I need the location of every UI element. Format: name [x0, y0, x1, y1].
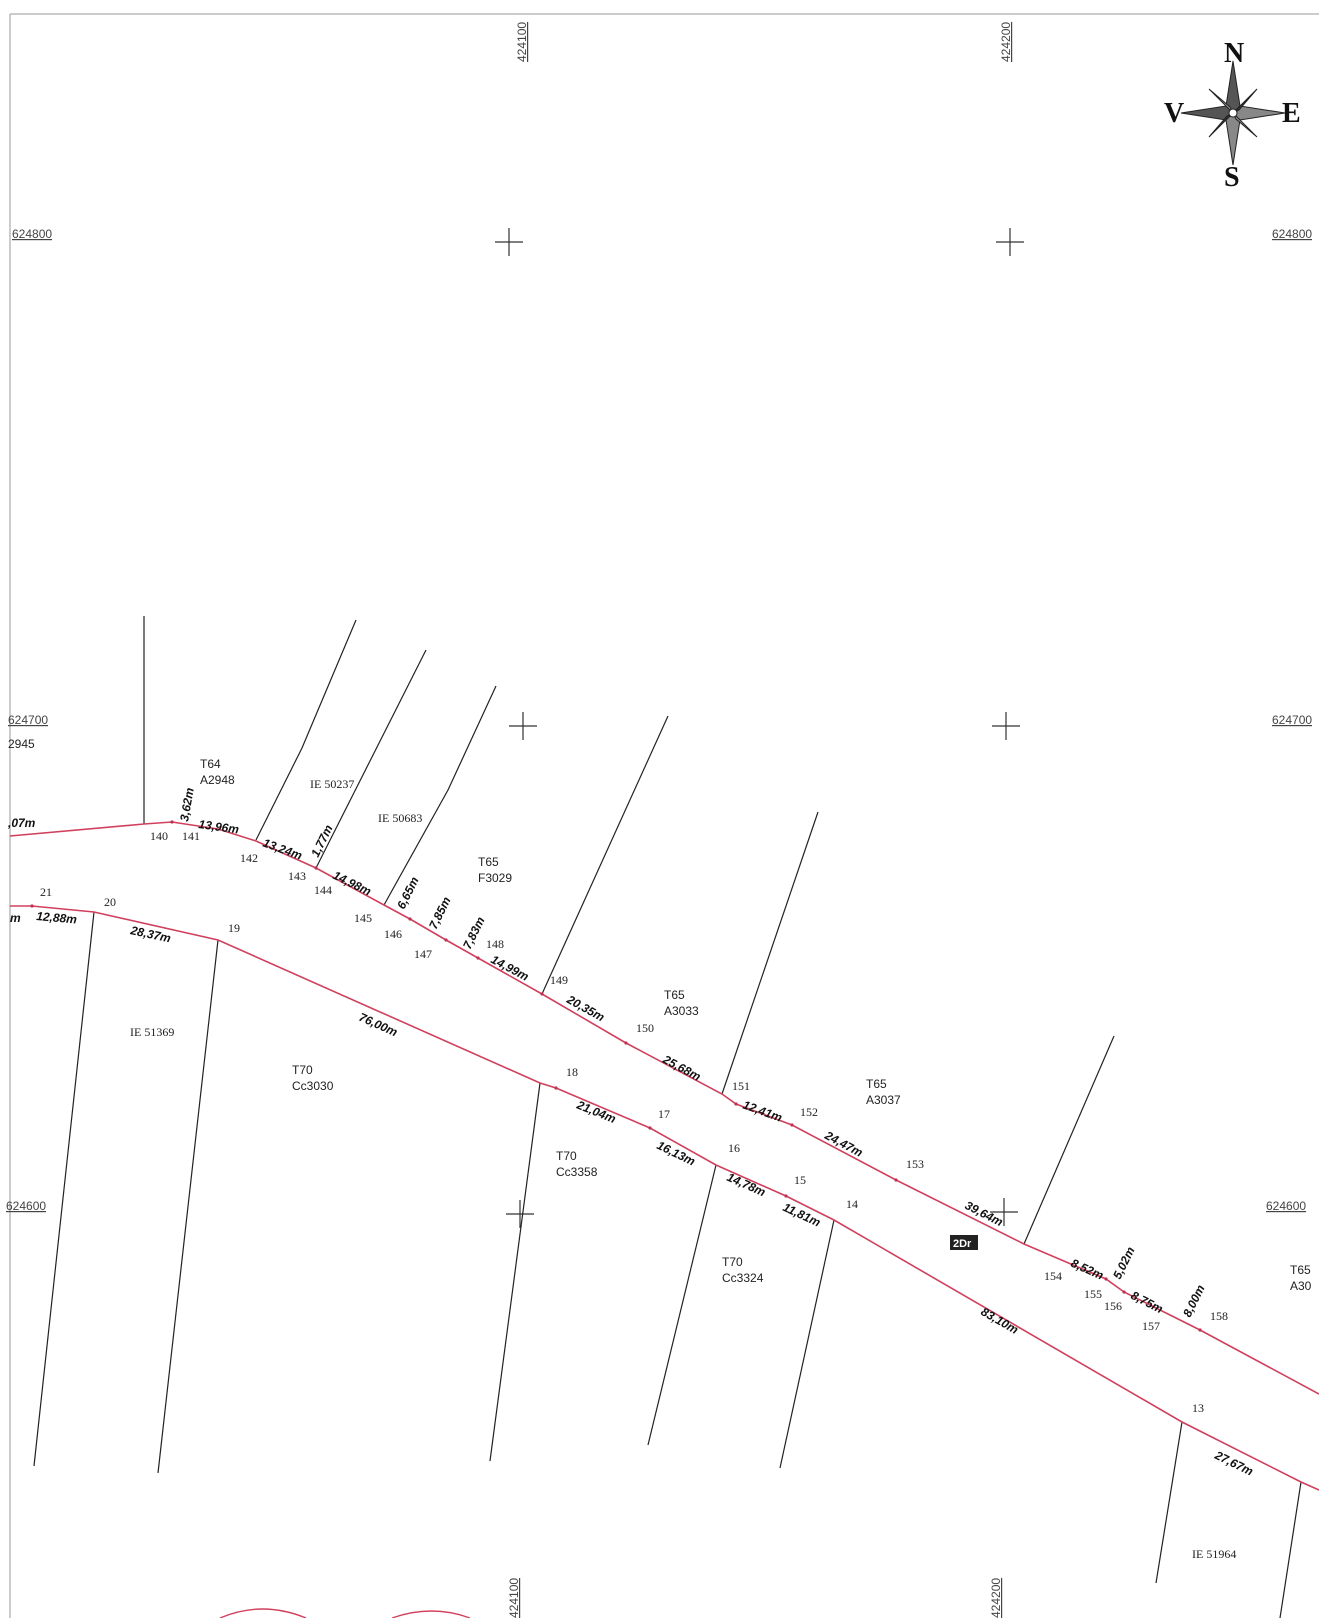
easting-label-top-1: 424100	[515, 22, 529, 62]
easting-label-bottom-1: 424100	[507, 1578, 521, 1618]
point-id: 15	[794, 1173, 806, 1187]
parcel-label: T65	[478, 855, 499, 869]
segment-length: 83,10m	[979, 1304, 1022, 1337]
parcel-label: IE 51964	[1192, 1547, 1236, 1561]
parcel-label: Cc3324	[722, 1271, 764, 1285]
point-id: 145	[354, 911, 372, 925]
segment-length: 1,77m	[308, 822, 336, 859]
edge-fragment-m: m	[10, 911, 21, 925]
compass-south: S	[1224, 162, 1240, 193]
parcel-label: Cc3030	[292, 1079, 334, 1093]
point-id: 13	[1192, 1401, 1204, 1415]
parcel-label: T65	[866, 1077, 887, 1091]
point-id: 14	[846, 1197, 858, 1211]
segment-length: 12,88m	[36, 909, 78, 927]
segment-length: 21,04m	[574, 1097, 618, 1126]
easting-label-bottom-2: 424200	[989, 1578, 1003, 1618]
segment-length: 8,75m	[1129, 1288, 1166, 1316]
segment-length: 7,85m	[426, 894, 454, 931]
point-id: 144	[314, 883, 332, 897]
northing-label-left-2: 624700	[8, 713, 48, 727]
segment-length: 27,67m	[1212, 1448, 1256, 1479]
compass-north: N	[1224, 38, 1244, 69]
point-id: 152	[800, 1105, 818, 1119]
parcel-label: Cc3358	[556, 1165, 598, 1179]
parcel-label: T70	[722, 1255, 743, 1269]
point-id: 151	[732, 1079, 750, 1093]
point-id: 155	[1084, 1287, 1102, 1301]
northing-label-left-3: 624600	[6, 1199, 46, 1213]
parcel-label: IE 50683	[378, 811, 422, 825]
point-id: 16	[728, 1141, 740, 1155]
point-id: 148	[486, 937, 504, 951]
northing-label-right-1: 624800	[1272, 227, 1312, 241]
survey-point-labels: 140 141 142 143 144 145 146 147 148 149 …	[40, 829, 1228, 1415]
point-id: 154	[1044, 1269, 1062, 1283]
road-label-box	[950, 1235, 978, 1250]
parcel-label: IE 50237	[310, 777, 354, 791]
point-id: 19	[228, 921, 240, 935]
parcel-label: T70	[556, 1149, 577, 1163]
parcel-label: T65	[1290, 1263, 1311, 1277]
parcel-label: T65	[664, 988, 685, 1002]
grid-crosses	[495, 228, 1024, 1228]
point-id: 143	[288, 869, 306, 883]
compass-rose: N S V E	[1164, 38, 1301, 193]
point-id: 141	[182, 829, 200, 843]
point-id: 21	[40, 885, 52, 899]
point-id: 150	[636, 1021, 654, 1035]
segment-length: 5,02m	[1110, 1244, 1138, 1281]
segment-length: 25,68m	[660, 1052, 704, 1084]
point-id: 156	[1104, 1299, 1122, 1313]
parcel-label: A2948	[200, 773, 235, 787]
parcel-label: IE 51369	[130, 1025, 174, 1039]
road-north-edge	[9, 821, 1319, 1395]
northing-label-right-3: 624600	[1266, 1199, 1306, 1213]
compass-star-icon	[1180, 60, 1286, 166]
compass-east: E	[1282, 98, 1301, 129]
point-id: 147	[414, 947, 432, 961]
point-id: 140	[150, 829, 168, 843]
point-id: 146	[384, 927, 402, 941]
bottom-partial-shapes	[219, 1608, 471, 1618]
point-id: 18	[566, 1065, 578, 1079]
road-boundaries	[9, 821, 1319, 1491]
parcel-label: A3037	[866, 1093, 901, 1107]
segment-length: 13,96m	[198, 817, 241, 837]
parcel-boundaries	[33, 616, 1302, 1618]
segment-length: 12,41m	[741, 1098, 784, 1125]
parcel-label: A3033	[664, 1004, 699, 1018]
point-id: 20	[104, 895, 116, 909]
segment-length: 8,00m	[1180, 1282, 1208, 1319]
segment-length: 8,52m	[1069, 1256, 1106, 1283]
point-id: 158	[1210, 1309, 1228, 1323]
segment-length: 14,98m	[331, 868, 374, 899]
segment-length: 14,78m	[725, 1170, 768, 1199]
northing-label-right-2: 624700	[1272, 713, 1312, 727]
parcel-label: T64	[200, 757, 221, 771]
segment-length: 7,83m	[460, 914, 488, 951]
compass-west: V	[1164, 98, 1184, 129]
point-id: 149	[550, 973, 568, 987]
point-id: 142	[240, 851, 258, 865]
parcel-label: A30	[1290, 1279, 1312, 1293]
parcel-label: T70	[292, 1063, 313, 1077]
survey-point-markers	[30, 820, 1202, 1332]
road-label: 2Dr	[953, 1238, 972, 1250]
edge-fragment-label: 2945	[8, 737, 35, 751]
northing-label-left-1: 624800	[12, 227, 52, 241]
segment-length: 28,37m	[128, 923, 172, 945]
point-id: 17	[658, 1107, 670, 1121]
segment-length: 3,62m	[177, 786, 197, 822]
point-id: 157	[1142, 1319, 1160, 1333]
edge-fragment-measure: ,07m	[7, 816, 36, 830]
segment-length: 76,00m	[357, 1010, 400, 1039]
parcel-label: F3029	[478, 871, 512, 885]
easting-label-top-2: 424200	[999, 22, 1013, 62]
segment-length: 13,24m	[261, 836, 304, 863]
point-id: 153	[906, 1157, 924, 1171]
